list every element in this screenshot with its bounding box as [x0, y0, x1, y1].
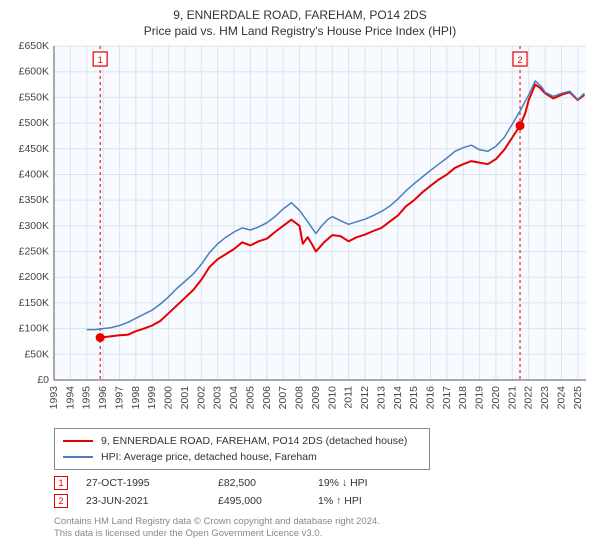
event-marker-date-2: 23-JUN-2021 — [86, 495, 218, 507]
event-marker-price-2: £495,000 — [218, 495, 318, 507]
svg-text:1999: 1999 — [146, 386, 158, 410]
svg-text:£400K: £400K — [19, 168, 49, 180]
svg-text:2015: 2015 — [408, 386, 420, 410]
svg-text:2017: 2017 — [441, 386, 453, 410]
svg-text:£100K: £100K — [19, 323, 49, 335]
svg-text:£500K: £500K — [19, 117, 49, 129]
footer-line-2: This data is licensed under the Open Gov… — [54, 528, 590, 540]
line-chart-svg: £0 £50K £100K £150K £200K £250K £300K £350K £400… — [10, 42, 590, 422]
svg-text:2007: 2007 — [277, 386, 289, 410]
svg-text:2006: 2006 — [261, 386, 273, 410]
event-marker-pct-1: 19% ↓ HPI — [318, 477, 428, 489]
svg-text:2000: 2000 — [163, 386, 175, 410]
footer-text: Contains HM Land Registry data © Crown c… — [54, 516, 590, 541]
svg-text:£650K: £650K — [19, 42, 49, 52]
svg-text:2003: 2003 — [212, 386, 224, 410]
legend-row-series1: 9, ENNERDALE ROAD, FAREHAM, PO14 2DS (de… — [63, 433, 421, 449]
svg-text:£550K: £550K — [19, 91, 49, 103]
svg-text:2005: 2005 — [244, 386, 256, 410]
svg-text:1995: 1995 — [81, 386, 93, 410]
event-markers-table: 1 27-OCT-1995 £82,500 19% ↓ HPI 2 23-JUN… — [54, 474, 590, 510]
event-marker-pct-2: 1% ↑ HPI — [318, 495, 428, 507]
svg-text:2001: 2001 — [179, 386, 191, 410]
svg-text:2002: 2002 — [195, 386, 207, 410]
svg-text:2025: 2025 — [572, 386, 584, 410]
svg-text:£0: £0 — [37, 374, 49, 386]
svg-text:1996: 1996 — [97, 386, 109, 410]
svg-text:2024: 2024 — [555, 386, 567, 410]
svg-text:2009: 2009 — [310, 386, 322, 410]
svg-text:2008: 2008 — [294, 386, 306, 410]
svg-text:£150K: £150K — [19, 297, 49, 309]
svg-text:2019: 2019 — [474, 386, 486, 410]
legend-label-1: 9, ENNERDALE ROAD, FAREHAM, PO14 2DS (de… — [101, 435, 407, 447]
svg-text:£250K: £250K — [19, 246, 49, 258]
svg-text:1998: 1998 — [130, 386, 142, 410]
svg-text:2011: 2011 — [343, 386, 355, 409]
svg-text:2016: 2016 — [424, 386, 436, 410]
svg-text:1997: 1997 — [113, 386, 125, 410]
svg-text:2010: 2010 — [326, 386, 338, 410]
event-marker-date-1: 27-OCT-1995 — [86, 477, 218, 489]
svg-text:2: 2 — [517, 55, 522, 66]
svg-text:£300K: £300K — [19, 220, 49, 232]
footer-line-1: Contains HM Land Registry data © Crown c… — [54, 516, 590, 528]
event-marker-badge-2: 2 — [54, 494, 68, 508]
svg-text:2020: 2020 — [490, 386, 502, 410]
svg-text:£600K: £600K — [19, 66, 49, 78]
chart-area: £0 £50K £100K £150K £200K £250K £300K £350K £400… — [10, 42, 590, 422]
legend-swatch-2 — [63, 456, 93, 458]
svg-text:1993: 1993 — [48, 386, 60, 410]
svg-text:2021: 2021 — [506, 386, 518, 410]
title-sub: Price paid vs. HM Land Registry's House … — [10, 24, 590, 38]
svg-text:1: 1 — [98, 55, 103, 66]
svg-text:2014: 2014 — [392, 386, 404, 410]
svg-text:2018: 2018 — [457, 386, 469, 410]
svg-text:£200K: £200K — [19, 271, 49, 283]
svg-text:2013: 2013 — [375, 386, 387, 410]
chart-titles: 9, ENNERDALE ROAD, FAREHAM, PO14 2DS Pri… — [10, 8, 590, 38]
event-marker-row-2: 2 23-JUN-2021 £495,000 1% ↑ HPI — [54, 492, 590, 510]
event-marker-price-1: £82,500 — [218, 477, 318, 489]
legend-box: 9, ENNERDALE ROAD, FAREHAM, PO14 2DS (de… — [54, 428, 430, 470]
svg-text:2022: 2022 — [523, 386, 535, 410]
svg-text:1994: 1994 — [64, 386, 76, 410]
event-marker-badge-1: 1 — [54, 476, 68, 490]
svg-text:£350K: £350K — [19, 194, 49, 206]
title-main: 9, ENNERDALE ROAD, FAREHAM, PO14 2DS — [10, 8, 590, 22]
svg-text:£450K: £450K — [19, 143, 49, 155]
legend-label-2: HPI: Average price, detached house, Fare… — [101, 451, 317, 463]
legend-row-series2: HPI: Average price, detached house, Fare… — [63, 449, 421, 465]
svg-text:2012: 2012 — [359, 386, 371, 410]
svg-text:2004: 2004 — [228, 386, 240, 410]
event-marker-row-1: 1 27-OCT-1995 £82,500 19% ↓ HPI — [54, 474, 590, 492]
svg-text:£50K: £50K — [24, 348, 49, 360]
svg-text:2023: 2023 — [539, 386, 551, 410]
legend-swatch-1 — [63, 440, 93, 442]
